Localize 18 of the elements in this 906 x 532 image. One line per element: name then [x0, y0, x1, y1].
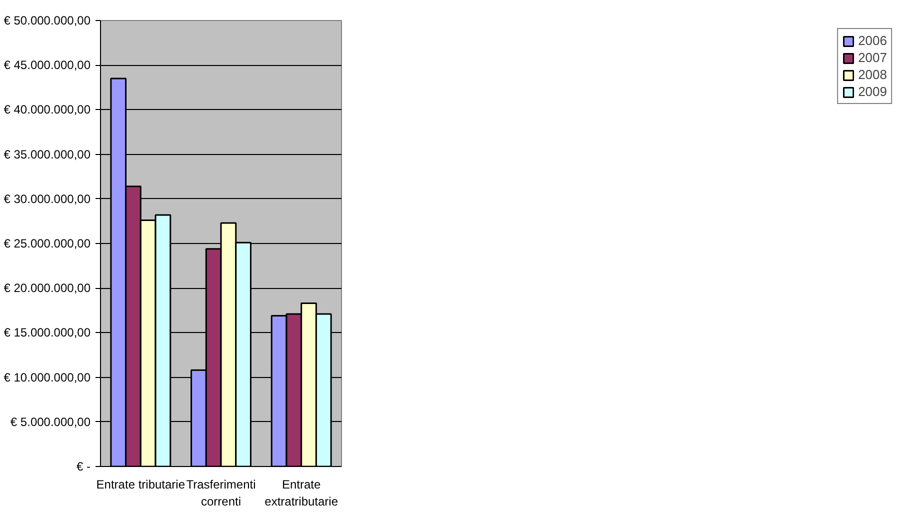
legend-label: 2007 — [858, 50, 887, 65]
x-tick-label: Entrate tributarie — [96, 478, 186, 492]
x-tick-label: Trasferimenti correnti — [186, 478, 256, 508]
y-tick-label: € 25.000.000,00 — [4, 236, 91, 250]
y-tick-label: € 35.000.000,00 — [4, 147, 91, 162]
legend-label: 2009 — [858, 84, 887, 99]
legend-label: 2006 — [858, 33, 887, 48]
y-tick-label: € 5.000.000,00 — [10, 414, 91, 429]
y-tick-label: € 40.000.000,00 — [4, 102, 91, 117]
y-tick-label: € 45.000.000,00 — [4, 58, 91, 72]
y-tick-label: € 50.000.000,00 — [4, 14, 91, 28]
y-tick-label: € 10.000.000,00 — [4, 370, 91, 384]
y-tick-label: € 30.000.000,00 — [4, 192, 91, 206]
legend-label: 2008 — [858, 67, 887, 82]
y-tick-label: € - — [76, 460, 91, 474]
y-tick-label: € 15.000.000,00 — [4, 326, 91, 340]
y-tick-label: € 20.000.000,00 — [4, 281, 91, 296]
x-tick-label: Entrate extratributarie — [264, 478, 338, 508]
